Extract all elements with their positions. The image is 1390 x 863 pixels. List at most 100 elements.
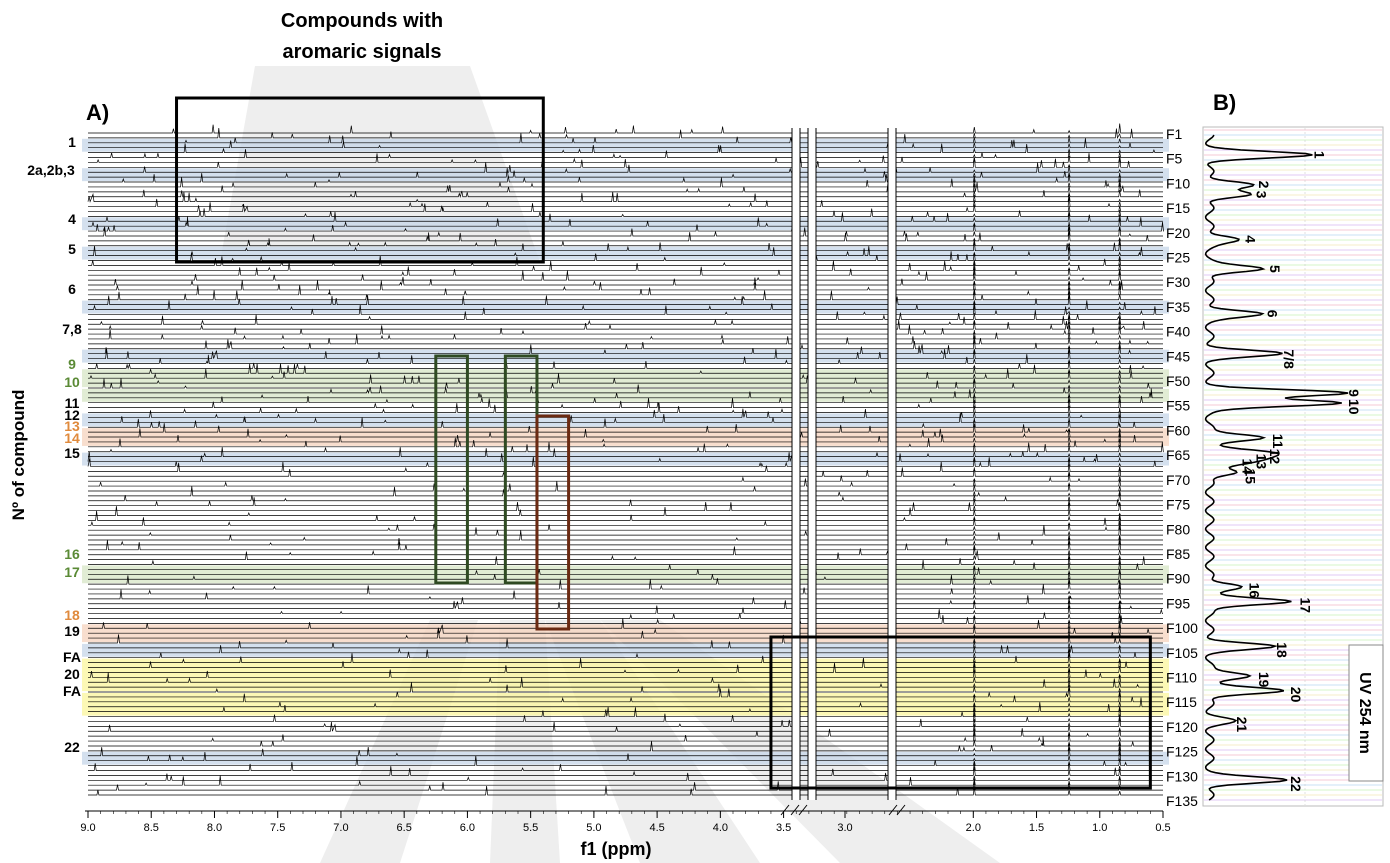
compound-label: 22 (64, 739, 80, 755)
x-tick-label: 7.5 (270, 822, 285, 834)
band-7 (82, 389, 1169, 402)
uv-peak-label: 16 (1247, 583, 1263, 599)
solvent-gap-2 (888, 128, 896, 800)
trace-row (88, 277, 1163, 285)
fan-wedge-0 (220, 66, 540, 262)
callout-title-line1: Compounds with (281, 10, 443, 32)
compound-label: 7,8 (62, 321, 82, 337)
uv-peak-label: 3 (1253, 191, 1269, 199)
fraction-label: F35 (1166, 299, 1190, 315)
fraction-label: F40 (1166, 324, 1190, 340)
y-axis-title: Nº of compound (9, 390, 28, 521)
band-13 (82, 644, 1169, 657)
fraction-label: F10 (1166, 175, 1190, 191)
x-tick-label: 4.5 (649, 822, 664, 834)
uv-peak-label: 5 (1267, 265, 1283, 273)
uv-peak-label: 11 (1270, 434, 1286, 449)
fraction-label: F60 (1166, 422, 1190, 438)
band-0 (82, 139, 1169, 152)
x-tick-label: 8.0 (207, 822, 222, 834)
trace-row (88, 493, 1163, 501)
x-tick-label: 3.0 (837, 822, 852, 834)
band-1 (82, 168, 1169, 181)
compound-label: FA (63, 683, 81, 699)
fraction-label: F55 (1166, 398, 1190, 414)
compound-label: 1 (68, 134, 76, 150)
uv-peak-label: 4 (1242, 235, 1258, 243)
compound-label: 18 (64, 607, 80, 623)
fraction-label: F65 (1166, 447, 1190, 463)
compound-label: 6 (68, 281, 76, 297)
fraction-label: F45 (1166, 348, 1190, 364)
fraction-label: F100 (1166, 620, 1198, 636)
band-5 (82, 350, 1169, 363)
fraction-labels: F1F5F10F15F20F25F30F35F40F45F50F55F60F65… (1166, 126, 1198, 809)
compound-label: 4 (68, 211, 76, 227)
fraction-label: F75 (1166, 497, 1190, 513)
trace-row (88, 473, 1163, 482)
trace-row (88, 551, 1163, 560)
compound-label: 14 (64, 430, 80, 446)
fraction-label: F25 (1166, 250, 1190, 266)
compound-label: 2a,2b,3 (27, 162, 75, 178)
compound-label: 19 (64, 623, 80, 639)
fraction-label: F95 (1166, 595, 1190, 611)
fraction-label: F15 (1166, 200, 1190, 216)
uv-peak-label: 19 (1256, 672, 1272, 688)
uv-chromatogram-panel: 1234567/8910111213141516171819202122 UV … (1203, 127, 1383, 806)
x-tick-label: 4.0 (713, 822, 728, 834)
x-tick-label: 5.5 (523, 822, 538, 834)
fraction-label: F90 (1166, 571, 1190, 587)
compound-label: 9 (68, 356, 76, 372)
compound-label: 15 (64, 445, 80, 461)
x-tick-label: 0.5 (1155, 822, 1170, 834)
callout-title-line2: aromaric signals (283, 41, 442, 63)
trace-row (88, 320, 1163, 329)
fraction-label: F50 (1166, 373, 1190, 389)
fraction-label: F5 (1166, 151, 1183, 167)
compound-label: FA (63, 649, 81, 665)
fraction-label: F105 (1166, 645, 1198, 661)
uv-peak-label: 7/8 (1281, 349, 1297, 369)
x-tick-label: 5.0 (586, 822, 601, 834)
fraction-label: F80 (1166, 521, 1190, 537)
band-14 (82, 659, 1169, 692)
x-tick-label: 6.0 (460, 822, 475, 834)
compound-label: 5 (68, 241, 76, 257)
uv-label: UV 254 nm (1356, 672, 1373, 754)
uv-peak-label: 15 (1242, 469, 1258, 485)
x-tick-label: 9.0 (80, 822, 95, 834)
trace-row (88, 605, 1163, 614)
fraction-label: F130 (1166, 768, 1198, 784)
uv-peak-label: 22 (1288, 776, 1304, 792)
band-16 (82, 752, 1169, 765)
x-tick-label: 2.0 (966, 822, 981, 834)
x-tick-label: 6.5 (397, 822, 412, 834)
band-10 (82, 453, 1169, 466)
band-4 (82, 301, 1169, 314)
fraction-label: F120 (1166, 719, 1198, 735)
x-tick-label: 1.0 (1092, 822, 1107, 834)
fraction-label: F110 (1166, 669, 1197, 685)
trace-row (88, 536, 1163, 545)
uv-peak-label: 9 (1346, 389, 1362, 397)
band-3 (82, 247, 1169, 260)
x-tick-label: 1.5 (1029, 822, 1044, 834)
trace-row (88, 478, 1163, 486)
uv-peak-label: 20 (1288, 687, 1304, 703)
box-brown (537, 416, 569, 629)
uv-peak-label: 10 (1346, 399, 1362, 415)
fraction-label: F70 (1166, 472, 1190, 488)
uv-peak-label: 1 (1311, 151, 1327, 159)
solvent-gap-0 (792, 128, 800, 800)
trace-row (88, 497, 1163, 505)
solvent-gap-1 (808, 128, 816, 800)
compound-label: 20 (64, 666, 80, 682)
uv-peak-label: 2 (1256, 181, 1272, 189)
trace-row (88, 600, 1163, 608)
panel-a-label: A) (86, 100, 109, 125)
fraction-label: F115 (1166, 694, 1197, 710)
compound-label: 10 (64, 374, 80, 390)
fraction-label: F125 (1166, 744, 1198, 760)
